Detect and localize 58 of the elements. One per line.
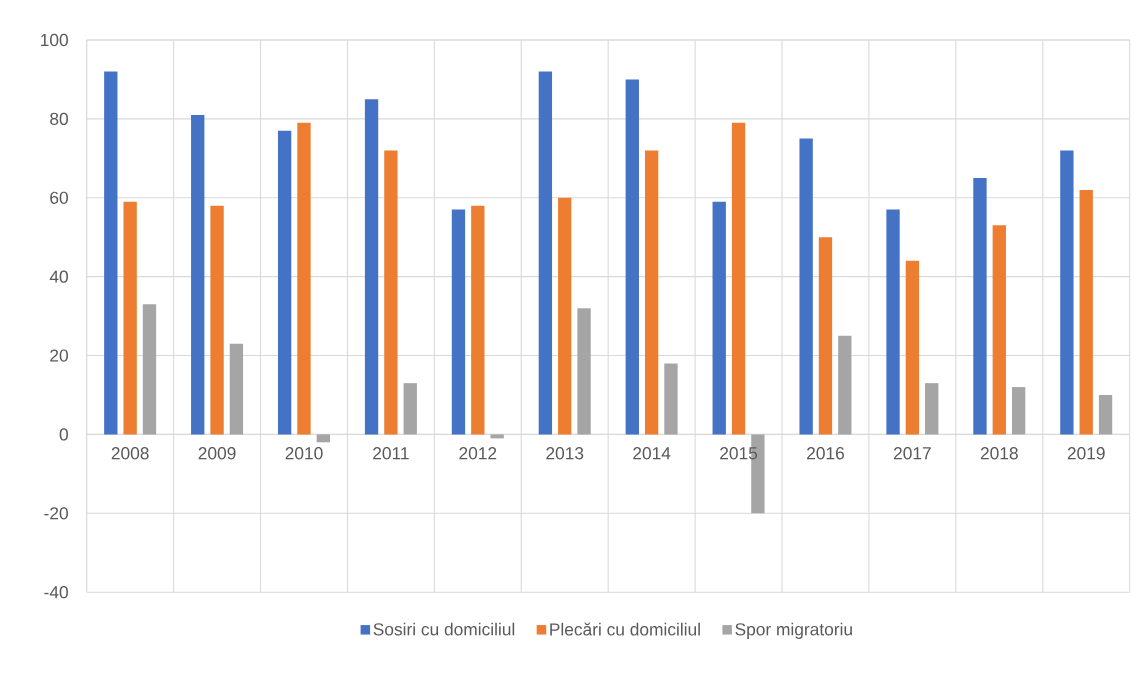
y-tick-label: -40	[44, 586, 68, 599]
bar	[577, 308, 591, 435]
bar	[886, 209, 900, 435]
bar	[191, 115, 205, 435]
y-tick-label: 100	[41, 33, 68, 47]
x-tick-label: 2012	[459, 447, 497, 460]
bar	[1098, 395, 1113, 435]
bar	[210, 205, 224, 435]
bar	[1060, 150, 1074, 435]
bar	[625, 79, 639, 435]
bar	[818, 237, 833, 435]
bar	[558, 197, 572, 435]
bar	[992, 225, 1006, 435]
y-tick-label: 20	[50, 349, 68, 362]
legend-label: Plecări cu domiciliul	[550, 622, 700, 636]
bar	[664, 363, 678, 435]
bar	[644, 150, 659, 435]
bar	[316, 434, 330, 443]
bar	[799, 138, 813, 435]
y-tick-label: 80	[50, 112, 68, 126]
bar	[123, 201, 137, 435]
legend-label: Spor migratoriu	[735, 622, 852, 639]
x-tick-label: 2014	[633, 447, 671, 460]
bar	[925, 383, 939, 435]
bar	[142, 304, 157, 435]
x-tick-label: 2011	[373, 447, 409, 460]
bar	[403, 383, 417, 435]
y-tick-label: 40	[49, 270, 68, 283]
bar	[384, 150, 398, 435]
y-tick-label: 0	[59, 428, 68, 441]
x-tick-label: 2009	[198, 447, 236, 460]
bar	[905, 260, 920, 435]
bar	[1011, 387, 1026, 435]
x-tick-label: 2018	[980, 447, 1018, 460]
x-tick-label: 2008	[111, 447, 149, 460]
legend-label: Sosiri cu domiciliul	[373, 622, 515, 636]
x-tick-label: 2019	[1067, 447, 1105, 460]
bar	[471, 205, 485, 435]
bar	[277, 130, 292, 435]
bar	[451, 209, 466, 435]
y-tick-label: 60	[50, 191, 68, 204]
bar	[1079, 189, 1093, 435]
bar	[297, 122, 311, 435]
bar	[731, 122, 746, 435]
bar	[712, 201, 726, 435]
bar	[364, 99, 379, 435]
bar	[538, 71, 553, 435]
bar	[490, 434, 504, 439]
bar	[838, 335, 852, 435]
x-tick-label: 2013	[546, 447, 584, 460]
bar	[973, 178, 987, 435]
x-tick-label: 2016	[807, 447, 844, 460]
x-tick-label: 2010	[285, 447, 323, 460]
y-tick-label: -20	[44, 507, 68, 520]
x-tick-label: 2017	[893, 447, 931, 460]
bar	[229, 343, 244, 435]
x-tick-label: 2015	[720, 447, 758, 460]
bar	[104, 71, 118, 435]
